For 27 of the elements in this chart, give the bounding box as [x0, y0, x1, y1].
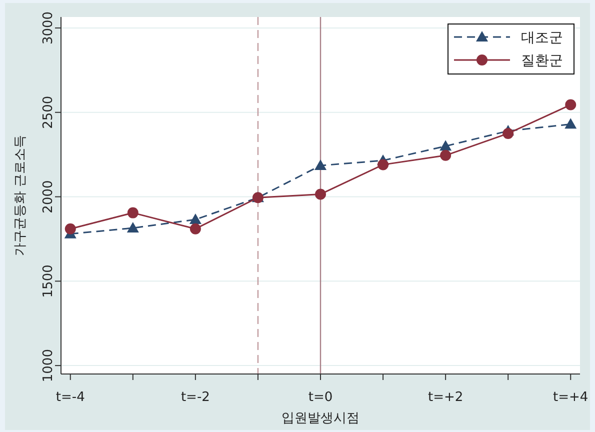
- point: [127, 207, 138, 218]
- y-tick-label: 1500: [41, 264, 56, 298]
- point: [565, 99, 576, 110]
- x-tick-label: t=+4: [553, 390, 588, 405]
- x-tick-label: t=+2: [428, 390, 464, 405]
- point: [64, 223, 76, 234]
- point: [440, 150, 452, 161]
- y-tick-label: 3000: [41, 11, 56, 45]
- x-tick-label: t=-2: [180, 390, 210, 405]
- legend-label: 질환군: [521, 53, 563, 69]
- x-tick-label: t=0: [308, 390, 333, 405]
- point: [190, 223, 201, 234]
- point: [564, 118, 577, 129]
- y-tick-label: 2000: [41, 180, 56, 214]
- point: [502, 128, 514, 139]
- point: [315, 188, 326, 200]
- point: [314, 160, 326, 170]
- x-axis-title: 입원발생시점: [282, 411, 360, 426]
- legend-label: 대조군: [521, 30, 563, 46]
- y-tick-label: 2500: [41, 96, 56, 129]
- point: [126, 222, 139, 232]
- y-tick-label: 1000: [41, 349, 56, 382]
- y-axis-title: 가구균등화 근로소득: [13, 134, 28, 256]
- point: [440, 140, 452, 151]
- point: [378, 159, 389, 170]
- x-tick-label: t=-4: [56, 390, 85, 405]
- point: [189, 214, 202, 224]
